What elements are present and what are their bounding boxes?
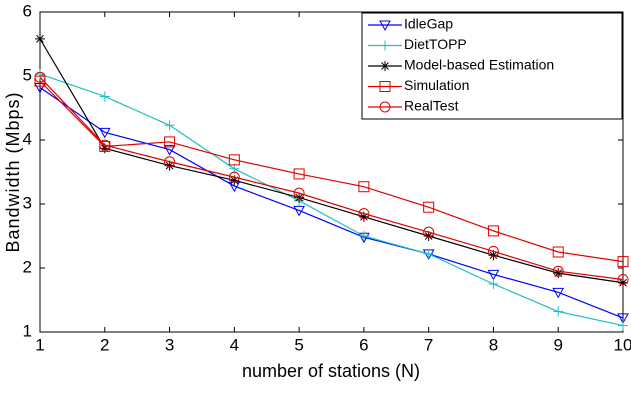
legend: IdleGap DietTOPP Model-based Estimation Sim… [361,12,623,120]
marker [358,181,370,193]
marker [487,225,499,237]
marker [379,20,391,32]
y-tick-label: 6 [23,1,32,20]
x-tick-label: 4 [230,335,239,354]
marker [553,268,564,279]
x-tick-label: 8 [489,335,498,354]
series-line [39,80,624,263]
marker [487,269,500,281]
legend-box [361,12,623,120]
marker [99,143,110,154]
marker [34,75,46,87]
y-tick-label: 1 [23,321,32,340]
x-tick-label: 3 [165,335,174,354]
y-tick-label: 3 [23,193,32,212]
y-axis-label: Bandwidth (Mbps) [3,91,23,252]
legend-label: Simulation [404,77,469,93]
x-tick-label: 5 [294,335,303,354]
marker [98,127,111,139]
marker [617,256,629,268]
legend-label: Model-based Estimation [404,57,554,73]
y-tick-label: 2 [23,257,32,276]
marker [34,71,46,83]
marker [488,279,499,289]
marker [163,145,176,156]
x-tick-label: 6 [359,335,368,354]
x-tick-label: 7 [424,335,433,354]
marker [293,187,305,199]
legend-label: DietTOPP [404,36,467,52]
series-line [39,87,624,319]
marker [358,231,369,241]
marker [358,208,370,220]
y-tick-label: 5 [23,65,32,84]
marker [164,156,176,168]
marker [423,248,434,259]
y-tick-label: 4 [23,129,32,148]
marker [423,231,434,241]
marker [294,192,305,203]
marker [229,175,240,186]
series-line [39,38,624,284]
marker [228,171,240,183]
marker [164,160,175,171]
marker [423,226,435,238]
marker [358,211,369,222]
marker [164,136,176,148]
marker [618,320,628,331]
marker [228,154,240,166]
marker [380,61,390,71]
x-tick-label: 10 [614,335,631,354]
series-line [39,76,624,281]
x-tick-label: 9 [553,335,562,354]
marker [99,139,111,151]
legend-label: IdleGap [404,16,453,32]
legend-label: RealTest [404,98,459,114]
marker [617,274,629,286]
marker [35,33,45,44]
marker [552,265,564,277]
x-tick-label: 2 [100,335,109,354]
marker [617,313,629,324]
marker [379,81,391,92]
marker [553,306,564,317]
marker [293,168,305,180]
marker [488,250,499,261]
marker [99,91,110,102]
x-axis-label: number of stations (N) [242,361,420,381]
series-line [39,73,624,327]
marker [423,201,435,213]
marker [487,245,499,257]
marker [293,205,305,217]
marker [552,246,564,258]
marker [380,40,390,51]
marker [379,101,391,113]
marker [618,277,628,288]
x-tick-label: 1 [35,335,44,354]
marker [34,83,46,94]
marker [164,120,175,131]
marker [552,287,565,299]
